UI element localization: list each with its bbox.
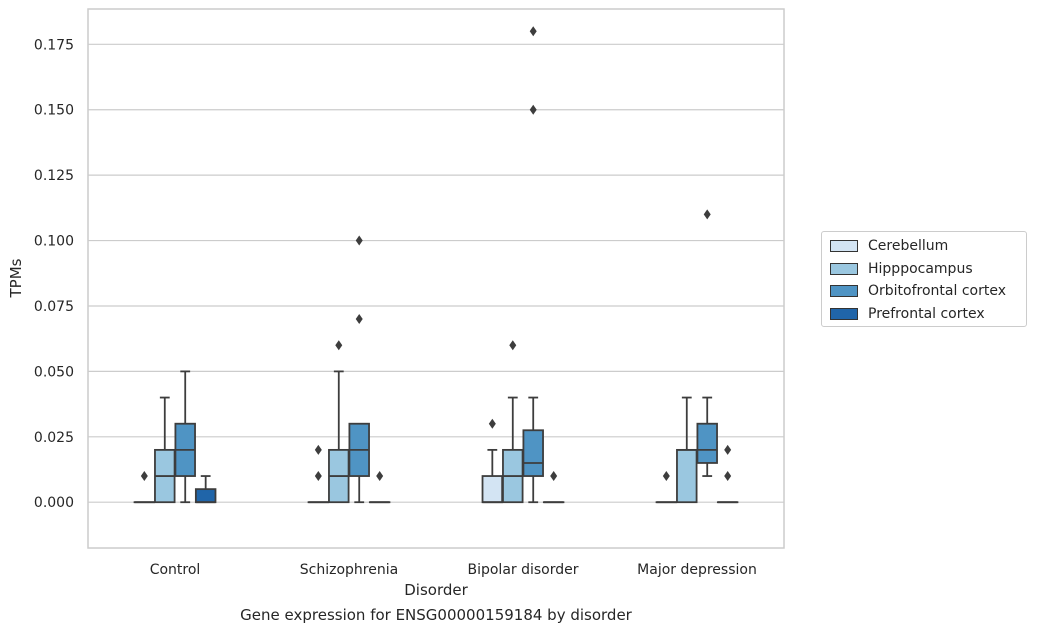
legend-swatch [830, 240, 858, 253]
legend-item: Prefrontal cortex [830, 303, 1018, 326]
legend-item: Hipppocampus [830, 258, 1018, 281]
legend-label: Hipppocampus [868, 260, 973, 277]
y-tick-label: 0.175 [34, 37, 74, 53]
outlier-point [724, 444, 732, 455]
y-tick-label: 0.125 [34, 168, 74, 184]
y-tick-label: 0.075 [34, 299, 74, 315]
x-tick-labels: Control Schizophrenia Bipolar disorder Majo… [150, 562, 757, 578]
outlier-point [314, 471, 322, 482]
outlier-point [488, 418, 496, 429]
outlier-point [376, 471, 384, 482]
legend-item: Orbitofrontal cortex [830, 280, 1018, 303]
box-orbitofrontal-cortex [696, 209, 718, 477]
box-plot-series [133, 26, 739, 504]
outlier-point [703, 209, 711, 220]
x-tick-label: Bipolar disorder [467, 562, 578, 578]
legend-label: Orbitofrontal cortex [868, 283, 1006, 300]
box-hipppocampus [676, 396, 698, 504]
x-tick-label: Major depression [637, 562, 757, 578]
y-tick-label: 0.100 [34, 234, 74, 250]
box-iqr [676, 448, 698, 504]
legend: Cerebellum Hipppocampus Orbitofrontal cort… [821, 231, 1027, 327]
box-cerebellum [307, 444, 330, 504]
outlier-point [355, 314, 363, 325]
y-tick-labels: 0.000 0.025 0.050 0.075 0.100 0.125 0.150 0.175 [34, 37, 74, 511]
box-cerebellum [481, 418, 504, 504]
box-hipppocampus [328, 340, 350, 504]
legend-label: Prefrontal cortex [868, 305, 985, 322]
chart-caption: Gene expression for ENSG00000159184 by d… [240, 606, 632, 624]
outlier-point [529, 104, 537, 115]
x-tick-label: Schizophrenia [300, 562, 398, 578]
gridlines [88, 43, 784, 503]
outlier-point [355, 235, 363, 246]
outlier-point [335, 340, 343, 351]
y-tick-label: 0.150 [34, 103, 74, 119]
box-orbitofrontal-cortex [522, 26, 544, 504]
outlier-point [662, 471, 670, 482]
legend-swatch [830, 262, 858, 275]
box-prefrontal-cortex [194, 475, 217, 504]
box-orbitofrontal-cortex [348, 235, 370, 504]
legend-label: Cerebellum [868, 238, 949, 255]
legend-swatch [830, 285, 858, 298]
box-cerebellum [133, 471, 156, 504]
outlier-point [509, 340, 517, 351]
box-iqr [696, 422, 718, 464]
outlier-point [550, 471, 558, 482]
x-tick-label: Control [150, 562, 201, 578]
box-iqr [481, 475, 504, 504]
box-prefrontal-cortex [542, 471, 565, 504]
y-tick-label: 0.025 [34, 430, 74, 446]
legend-swatch [830, 307, 858, 320]
box-prefrontal-cortex [368, 471, 391, 504]
y-axis-label: TPMs [7, 258, 25, 298]
legend-item: Cerebellum [830, 235, 1018, 258]
outlier-point [724, 471, 732, 482]
box-prefrontal-cortex [716, 444, 739, 504]
box-hipppocampus [154, 396, 176, 504]
box-iqr [194, 488, 217, 504]
box-hipppocampus [502, 340, 524, 504]
x-axis-label: Disorder [404, 581, 468, 599]
outlier-point [314, 444, 322, 455]
outlier-point [529, 26, 537, 37]
outlier-point [140, 471, 148, 482]
y-tick-label: 0.050 [34, 364, 74, 380]
box-orbitofrontal-cortex [174, 370, 196, 504]
plot-frame [87, 8, 785, 549]
box-iqr [522, 429, 544, 477]
box-cerebellum [655, 471, 678, 504]
y-tick-label: 0.000 [34, 495, 74, 511]
